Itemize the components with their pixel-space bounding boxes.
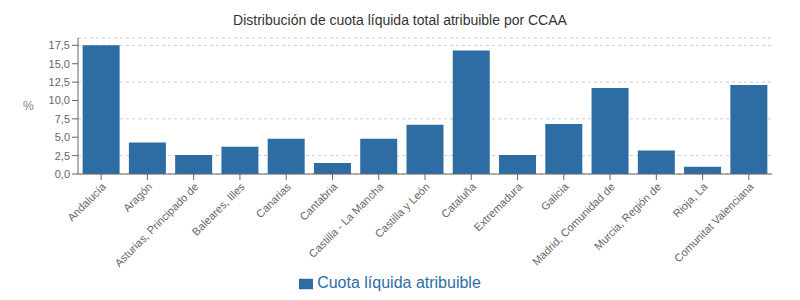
svg-text:Murcia, Región de: Murcia, Región de xyxy=(592,180,664,252)
svg-text:Aragón: Aragón xyxy=(121,180,155,214)
svg-text:Canarias: Canarias xyxy=(254,180,294,220)
svg-text:Asturias, Principado de: Asturias, Principado de xyxy=(112,180,200,268)
html-text:Distribución de cuota líquida: Distribución de cuota líquida total atri… xyxy=(233,12,567,28)
svg-text:Castilla - La Mancha: Castilla - La Mancha xyxy=(306,180,386,260)
svg-text:Galicia: Galicia xyxy=(538,180,571,213)
svg-text:2,5: 2,5 xyxy=(55,150,70,162)
svg-text:7,5: 7,5 xyxy=(55,113,70,125)
svg-text:5,0: 5,0 xyxy=(55,131,70,143)
svg-text:10,0: 10,0 xyxy=(49,94,70,106)
svg-text:15,0: 15,0 xyxy=(49,58,70,70)
svg-text:Madrid, Comunidad de: Madrid, Comunidad de xyxy=(530,180,617,267)
html-text:Cuota líquida atribuible: Cuota líquida atribuible xyxy=(317,274,481,291)
svg-text:Baleares, Illes: Baleares, Illes xyxy=(190,180,248,238)
svg-text:Castilla y León: Castilla y León xyxy=(372,180,432,240)
svg-text:12,5: 12,5 xyxy=(49,76,70,88)
svg-text:Rioja, La: Rioja, La xyxy=(670,180,710,220)
svg-text:Cantabria: Cantabria xyxy=(297,180,340,223)
svg-text:17,5: 17,5 xyxy=(49,39,70,51)
svg-text:%: % xyxy=(23,99,34,113)
svg-text:Cataluña: Cataluña xyxy=(439,180,479,220)
svg-text:0,0: 0,0 xyxy=(55,168,70,180)
svg-text:Andalucía: Andalucía xyxy=(65,180,109,224)
svg-text:Extremadura: Extremadura xyxy=(471,180,525,234)
svg-text:Comunitat Valenciana: Comunitat Valenciana xyxy=(672,180,757,265)
